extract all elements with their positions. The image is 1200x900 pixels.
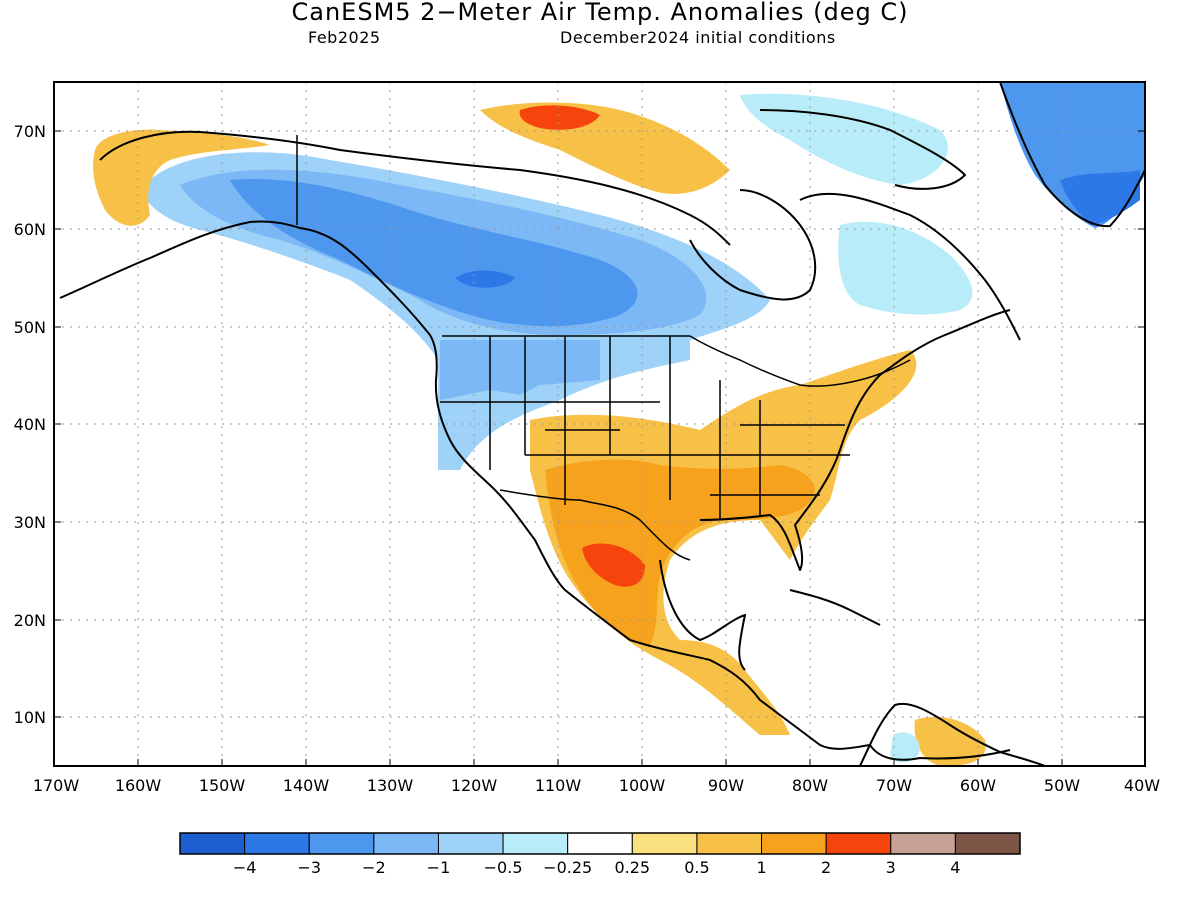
lon-label-80w: 80W: [792, 776, 828, 795]
color-bar-swatch: [761, 832, 827, 855]
coastline-baffin: [759, 109, 966, 190]
lon-label-110w: 110W: [535, 776, 582, 795]
warm-region-venezuela: [914, 716, 986, 766]
lon-label-100w: 100W: [619, 776, 666, 795]
warm-region-arctic-islands: [480, 102, 730, 194]
color-bar-tick-label: 0.5: [684, 858, 709, 877]
cool-region-baffin: [740, 93, 948, 185]
warm-region-alaska: [93, 129, 270, 226]
coastline-gulf-atlantic: [699, 309, 1011, 571]
lat-label-30n: 30N: [14, 513, 46, 532]
political-borders: [296, 135, 911, 561]
forecast-month: Feb2025: [308, 28, 381, 47]
lon-label-170w: 170W: [33, 776, 80, 795]
lon-label-120w: 120W: [451, 776, 498, 795]
grid-lines: [54, 82, 1145, 766]
color-bar-tick-label: 3: [886, 858, 896, 877]
coastline-hudson-bay: [689, 189, 817, 301]
color-bar-swatch: [437, 832, 504, 855]
lon-label-150w: 150W: [199, 776, 246, 795]
coastline-cuba: [789, 589, 881, 626]
color-bar-swatch: [308, 832, 375, 855]
hot-spot-arctic: [519, 105, 600, 130]
coastline-arctic: [99, 130, 731, 246]
hot-spot-mexico: [582, 543, 645, 587]
warm-core-south: [545, 459, 815, 645]
color-bar-swatch: [825, 832, 892, 855]
cold-region-northwest-us: [440, 340, 600, 400]
lat-label-60n: 60N: [14, 220, 46, 239]
coastline-yucatan: [659, 559, 746, 671]
lon-label-70w: 70W: [876, 776, 912, 795]
lat-label-10n: 10N: [14, 708, 46, 727]
color-bar-swatch: [373, 832, 439, 855]
latitude-axis: 70N 60N 50N 40N 30N 20N 10N: [14, 122, 1145, 727]
lon-label-90w: 90W: [708, 776, 744, 795]
border-us-canada-east: [689, 335, 911, 387]
lon-label-50w: 50W: [1044, 776, 1080, 795]
color-bar-outline: [179, 832, 1021, 855]
lat-label-70n: 70N: [14, 122, 46, 141]
cold-core-interior: [230, 179, 638, 327]
cold-core-greenland: [1060, 170, 1140, 225]
lon-label-60w: 60W: [960, 776, 996, 795]
color-bar: −4 −3 −2 −1 −0.5 −0.25 0.25 0.5 1 2 3 4: [179, 832, 1021, 877]
color-bar-tick-label: −0.5: [484, 858, 523, 877]
color-bar-swatch: [696, 832, 763, 855]
map-title: CanESM5 2−Meter Air Temp. Anomalies (deg…: [291, 0, 909, 26]
color-bar-tick-label: −1: [427, 858, 451, 877]
color-bar-swatch: [502, 832, 569, 855]
cool-spot-colombia: [890, 732, 920, 763]
color-bar-swatch: [179, 832, 246, 855]
lat-label-40n: 40N: [14, 415, 46, 434]
color-bar-tick-label: 4: [950, 858, 960, 877]
coastline-greenland: [999, 82, 1145, 228]
lat-label-50n: 50N: [14, 318, 46, 337]
color-bar-tick-label: 2: [821, 858, 831, 877]
longitude-axis: 170W 160W 150W 140W 130W 120W 110W 100W …: [33, 759, 1160, 795]
lon-label-130w: 130W: [367, 776, 414, 795]
color-bar-tick-label: 0.25: [614, 858, 650, 877]
coastline-labrador: [799, 192, 1021, 341]
color-bar-swatch: [890, 832, 956, 855]
color-bar-tick-label: −3: [297, 858, 321, 877]
color-bar-swatch: [631, 832, 698, 855]
anomaly-field: [54, 82, 1145, 766]
initial-conditions: December2024 initial conditions: [560, 28, 836, 47]
cool-region-labrador: [838, 221, 973, 315]
coastlines: [59, 82, 1145, 766]
color-bar-swatch: [244, 832, 310, 855]
lon-label-160w: 160W: [115, 776, 162, 795]
lon-label-140w: 140W: [283, 776, 330, 795]
color-bar-swatch: [954, 832, 1021, 855]
coastline-south-america: [859, 702, 1046, 766]
color-bar-tick-label: 1: [756, 858, 766, 877]
warm-region-usa-mexico: [530, 350, 917, 735]
color-bar-swatch: [567, 832, 633, 855]
color-bar-tick-label: −4: [233, 858, 257, 877]
color-bar-tick-label: −0.25: [543, 858, 592, 877]
cold-spot-prairies: [455, 270, 515, 288]
lat-label-20n: 20N: [14, 611, 46, 630]
lon-label-40w: 40W: [1124, 776, 1160, 795]
color-bar-tick-label: −2: [362, 858, 386, 877]
border-us-mexico: [499, 489, 691, 561]
coastline-north-america: [59, 220, 1011, 761]
